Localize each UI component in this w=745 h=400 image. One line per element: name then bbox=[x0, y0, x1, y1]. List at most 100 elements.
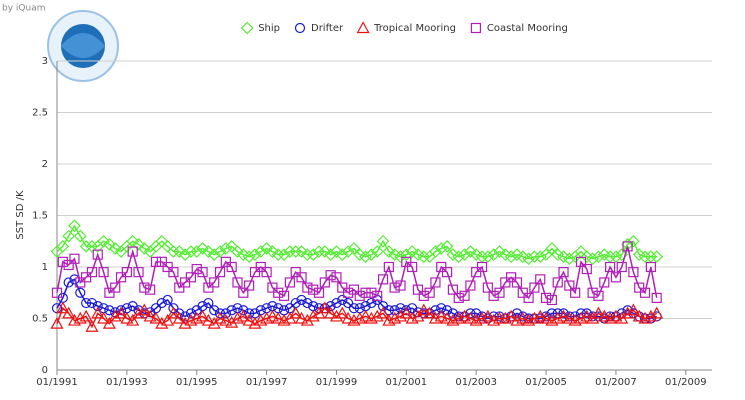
y-tick-label: 0.5 bbox=[32, 314, 48, 325]
x-tick-label: 01/1991 bbox=[36, 377, 78, 388]
point bbox=[238, 305, 249, 316]
point bbox=[436, 303, 447, 314]
point bbox=[324, 248, 337, 261]
point bbox=[209, 277, 220, 288]
point bbox=[162, 294, 173, 306]
point bbox=[255, 261, 266, 273]
x-tick-label: 01/2001 bbox=[386, 377, 428, 388]
point bbox=[240, 21, 254, 35]
y-tick-label: 1.5 bbox=[32, 211, 48, 222]
y-tick-label: 3 bbox=[42, 56, 48, 67]
point bbox=[504, 250, 518, 264]
point bbox=[558, 267, 569, 278]
point bbox=[230, 311, 245, 324]
point bbox=[395, 303, 406, 314]
point bbox=[394, 250, 407, 264]
point bbox=[261, 267, 272, 278]
point bbox=[86, 297, 98, 309]
point bbox=[115, 272, 127, 283]
point bbox=[62, 229, 75, 243]
point bbox=[575, 256, 587, 267]
point bbox=[174, 282, 185, 293]
point bbox=[139, 282, 150, 293]
point bbox=[92, 249, 103, 260]
point bbox=[621, 237, 634, 251]
point bbox=[510, 313, 524, 326]
point bbox=[366, 297, 377, 309]
point bbox=[517, 287, 528, 298]
point bbox=[500, 277, 511, 288]
point bbox=[127, 246, 138, 257]
point bbox=[81, 297, 92, 309]
point bbox=[453, 292, 464, 303]
x-tick-label: 01/1993 bbox=[106, 377, 148, 388]
point bbox=[184, 313, 198, 326]
x-tick-label: 01/1997 bbox=[246, 377, 288, 388]
point bbox=[337, 294, 348, 306]
point bbox=[300, 313, 314, 326]
point bbox=[97, 234, 110, 248]
point bbox=[372, 290, 383, 301]
point bbox=[132, 237, 145, 251]
point bbox=[493, 245, 506, 258]
x-tick-label: 01/2003 bbox=[455, 377, 497, 388]
point bbox=[464, 245, 477, 258]
point bbox=[254, 245, 268, 258]
point bbox=[266, 245, 279, 258]
point bbox=[267, 282, 278, 293]
point bbox=[488, 290, 499, 301]
point bbox=[220, 308, 231, 319]
point bbox=[318, 245, 332, 258]
point bbox=[382, 313, 396, 326]
point bbox=[639, 287, 651, 298]
point bbox=[535, 274, 546, 285]
point bbox=[580, 309, 594, 322]
point bbox=[335, 248, 349, 261]
point bbox=[149, 311, 163, 324]
point bbox=[295, 311, 309, 324]
point bbox=[324, 306, 338, 319]
point bbox=[529, 282, 540, 293]
point bbox=[341, 311, 355, 324]
point bbox=[353, 311, 367, 324]
point bbox=[225, 315, 239, 328]
point bbox=[325, 270, 336, 281]
point bbox=[586, 252, 599, 266]
point bbox=[103, 237, 116, 251]
point bbox=[331, 272, 342, 283]
point bbox=[137, 303, 151, 316]
point bbox=[343, 287, 354, 298]
point bbox=[104, 305, 115, 316]
point bbox=[289, 245, 303, 258]
point bbox=[599, 277, 610, 288]
point bbox=[511, 277, 523, 288]
point bbox=[482, 282, 493, 293]
point bbox=[214, 267, 226, 278]
point bbox=[67, 313, 81, 326]
point bbox=[568, 313, 582, 326]
point bbox=[546, 308, 557, 319]
point bbox=[399, 306, 413, 319]
point bbox=[104, 287, 115, 298]
point bbox=[574, 311, 588, 324]
point bbox=[440, 240, 454, 253]
point bbox=[51, 287, 63, 298]
point bbox=[605, 261, 616, 273]
point bbox=[545, 242, 559, 255]
point bbox=[248, 248, 262, 261]
point bbox=[430, 277, 441, 288]
point bbox=[563, 252, 576, 266]
point bbox=[516, 311, 530, 324]
point bbox=[365, 248, 378, 261]
point bbox=[638, 311, 652, 324]
point bbox=[581, 308, 592, 319]
point bbox=[308, 284, 319, 295]
point bbox=[405, 245, 419, 258]
point bbox=[156, 256, 167, 267]
x-tick-label: 01/2009 bbox=[665, 377, 707, 388]
point bbox=[545, 313, 559, 326]
point bbox=[302, 282, 313, 293]
point bbox=[301, 248, 314, 261]
point bbox=[260, 311, 274, 324]
